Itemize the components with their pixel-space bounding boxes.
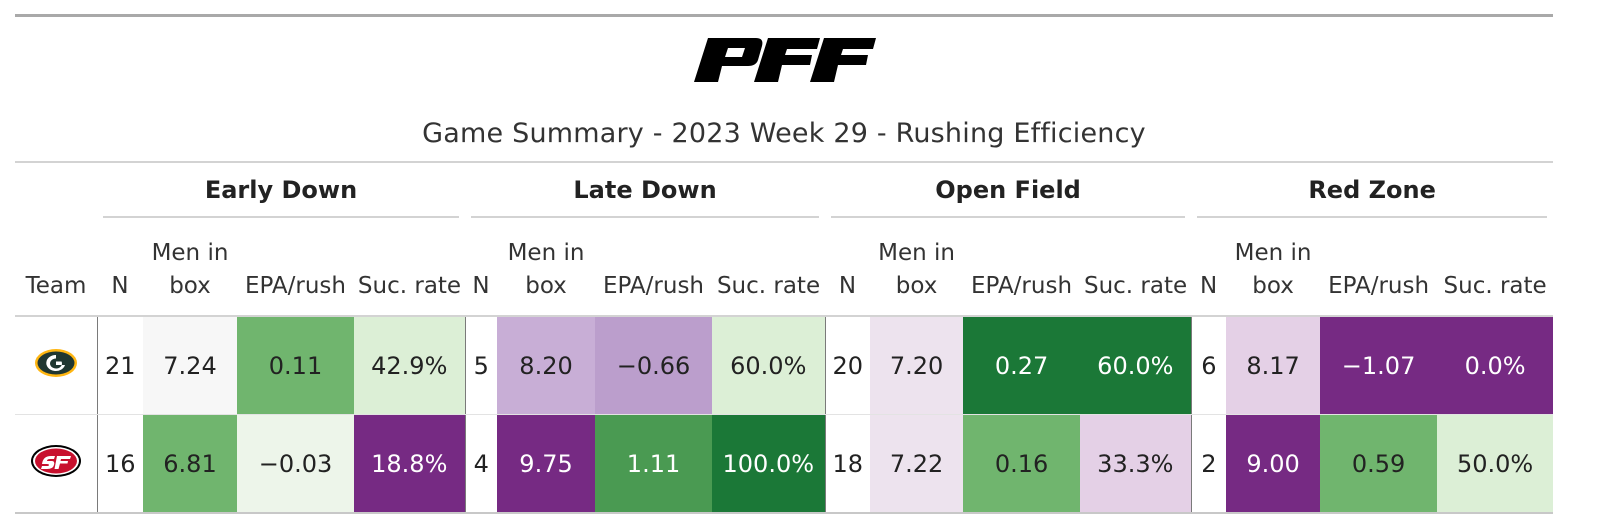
- cell-epa-rush: 0.27: [963, 316, 1081, 415]
- cell-men-in-box: 7.22: [870, 414, 964, 514]
- cell-epa-rush: −0.66: [595, 316, 713, 415]
- column-header-n: N: [1191, 217, 1227, 317]
- cell-suc-rate: 100.0%: [712, 414, 826, 514]
- spanner-label: Early Down: [204, 176, 358, 204]
- table-row: 21 7.24 0.11 42.9% 5 8.20 −0.66 60.0% 20 7.20 0.27…: [15, 316, 1554, 415]
- cell-n: 6: [1190, 316, 1227, 415]
- cell-epa-rush: −0.03: [237, 414, 354, 514]
- cell-suc-rate: 60.0%: [1080, 316, 1192, 415]
- cell-n: 4: [464, 414, 498, 514]
- pff-logo: [694, 38, 876, 82]
- column-header-suc-rate: Suc. rate: [354, 217, 466, 317]
- spanner-label: Open Field: [935, 176, 1081, 204]
- green-bay-packers-logo-icon: [34, 348, 77, 377]
- cell-epa-rush: 1.11: [595, 414, 713, 514]
- cell-epa-rush: 0.16: [963, 414, 1081, 514]
- cell-suc-rate: 42.9%: [354, 316, 466, 415]
- column-header-suc-rate: Suc. rate: [712, 217, 826, 317]
- top-rule: [15, 14, 1553, 17]
- column-header-n: N: [465, 217, 498, 317]
- column-header-epa: EPA/rush: [1320, 217, 1438, 317]
- cell-suc-rate: 33.3%: [1080, 414, 1192, 514]
- column-header-n: N: [97, 217, 143, 317]
- cell-men-in-box: 7.20: [870, 316, 964, 415]
- cell-n: 21: [97, 316, 143, 415]
- spanner-label: Red Zone: [1308, 176, 1436, 204]
- cell-epa-rush: 0.11: [237, 316, 354, 415]
- cell-men-in-box: 9.75: [497, 414, 596, 514]
- san-francisco-49ers-logo-icon: [30, 444, 81, 477]
- team-cell: [15, 414, 98, 514]
- column-header-n: N: [825, 217, 871, 317]
- cell-n: 20: [824, 316, 871, 415]
- cell-men-in-box: 9.00: [1226, 414, 1321, 514]
- title-rule: [15, 161, 1553, 163]
- cell-men-in-box: 8.17: [1226, 316, 1321, 415]
- cell-men-in-box: 7.24: [143, 316, 237, 415]
- cell-men-in-box: 6.81: [143, 414, 237, 514]
- cell-epa-rush: 0.59: [1320, 414, 1438, 514]
- cell-suc-rate: 50.0%: [1437, 414, 1554, 514]
- rushing-efficiency-table: Early Down Late Down Open Field Red Zone…: [15, 163, 1554, 514]
- cell-n: 5: [464, 316, 498, 415]
- cell-suc-rate: 0.0%: [1437, 316, 1554, 415]
- column-header-team: Team: [15, 217, 97, 317]
- spanner-red-zone: Red Zone: [1191, 163, 1553, 218]
- column-header-men-in-box: Men in box: [870, 217, 964, 317]
- column-header-suc-rate: Suc. rate: [1080, 217, 1192, 317]
- cell-n: 18: [824, 414, 871, 514]
- cell-men-in-box: 8.20: [497, 316, 596, 415]
- column-header-epa: EPA/rush: [595, 217, 713, 317]
- cell-suc-rate: 18.8%: [354, 414, 466, 514]
- column-header-men-in-box: Men in box: [1226, 217, 1321, 317]
- cell-epa-rush: −1.07: [1320, 316, 1438, 415]
- spanner-label: Late Down: [573, 176, 717, 204]
- team-cell: [15, 316, 98, 415]
- column-header-epa: EPA/rush: [963, 217, 1081, 317]
- cell-n: 2: [1190, 414, 1227, 514]
- spanner-late-down: Late Down: [465, 163, 825, 218]
- table-row: 16 6.81 −0.03 18.8% 4 9.75 1.11 100.0% 18 7.22 0.1…: [15, 414, 1554, 514]
- cell-suc-rate: 60.0%: [712, 316, 826, 415]
- column-header-men-in-box: Men in box: [143, 217, 237, 317]
- column-header-suc-rate: Suc. rate: [1437, 217, 1554, 317]
- table-title: Game Summary - 2023 Week 29 - Rushing Ef…: [422, 118, 1146, 149]
- spanner-open-field: Open Field: [825, 163, 1191, 218]
- cell-n: 16: [97, 414, 143, 514]
- column-header-men-in-box: Men in box: [497, 217, 596, 317]
- spanner-empty: [15, 163, 97, 217]
- column-header-epa: EPA/rush: [237, 217, 354, 317]
- spanner-early-down: Early Down: [97, 163, 465, 218]
